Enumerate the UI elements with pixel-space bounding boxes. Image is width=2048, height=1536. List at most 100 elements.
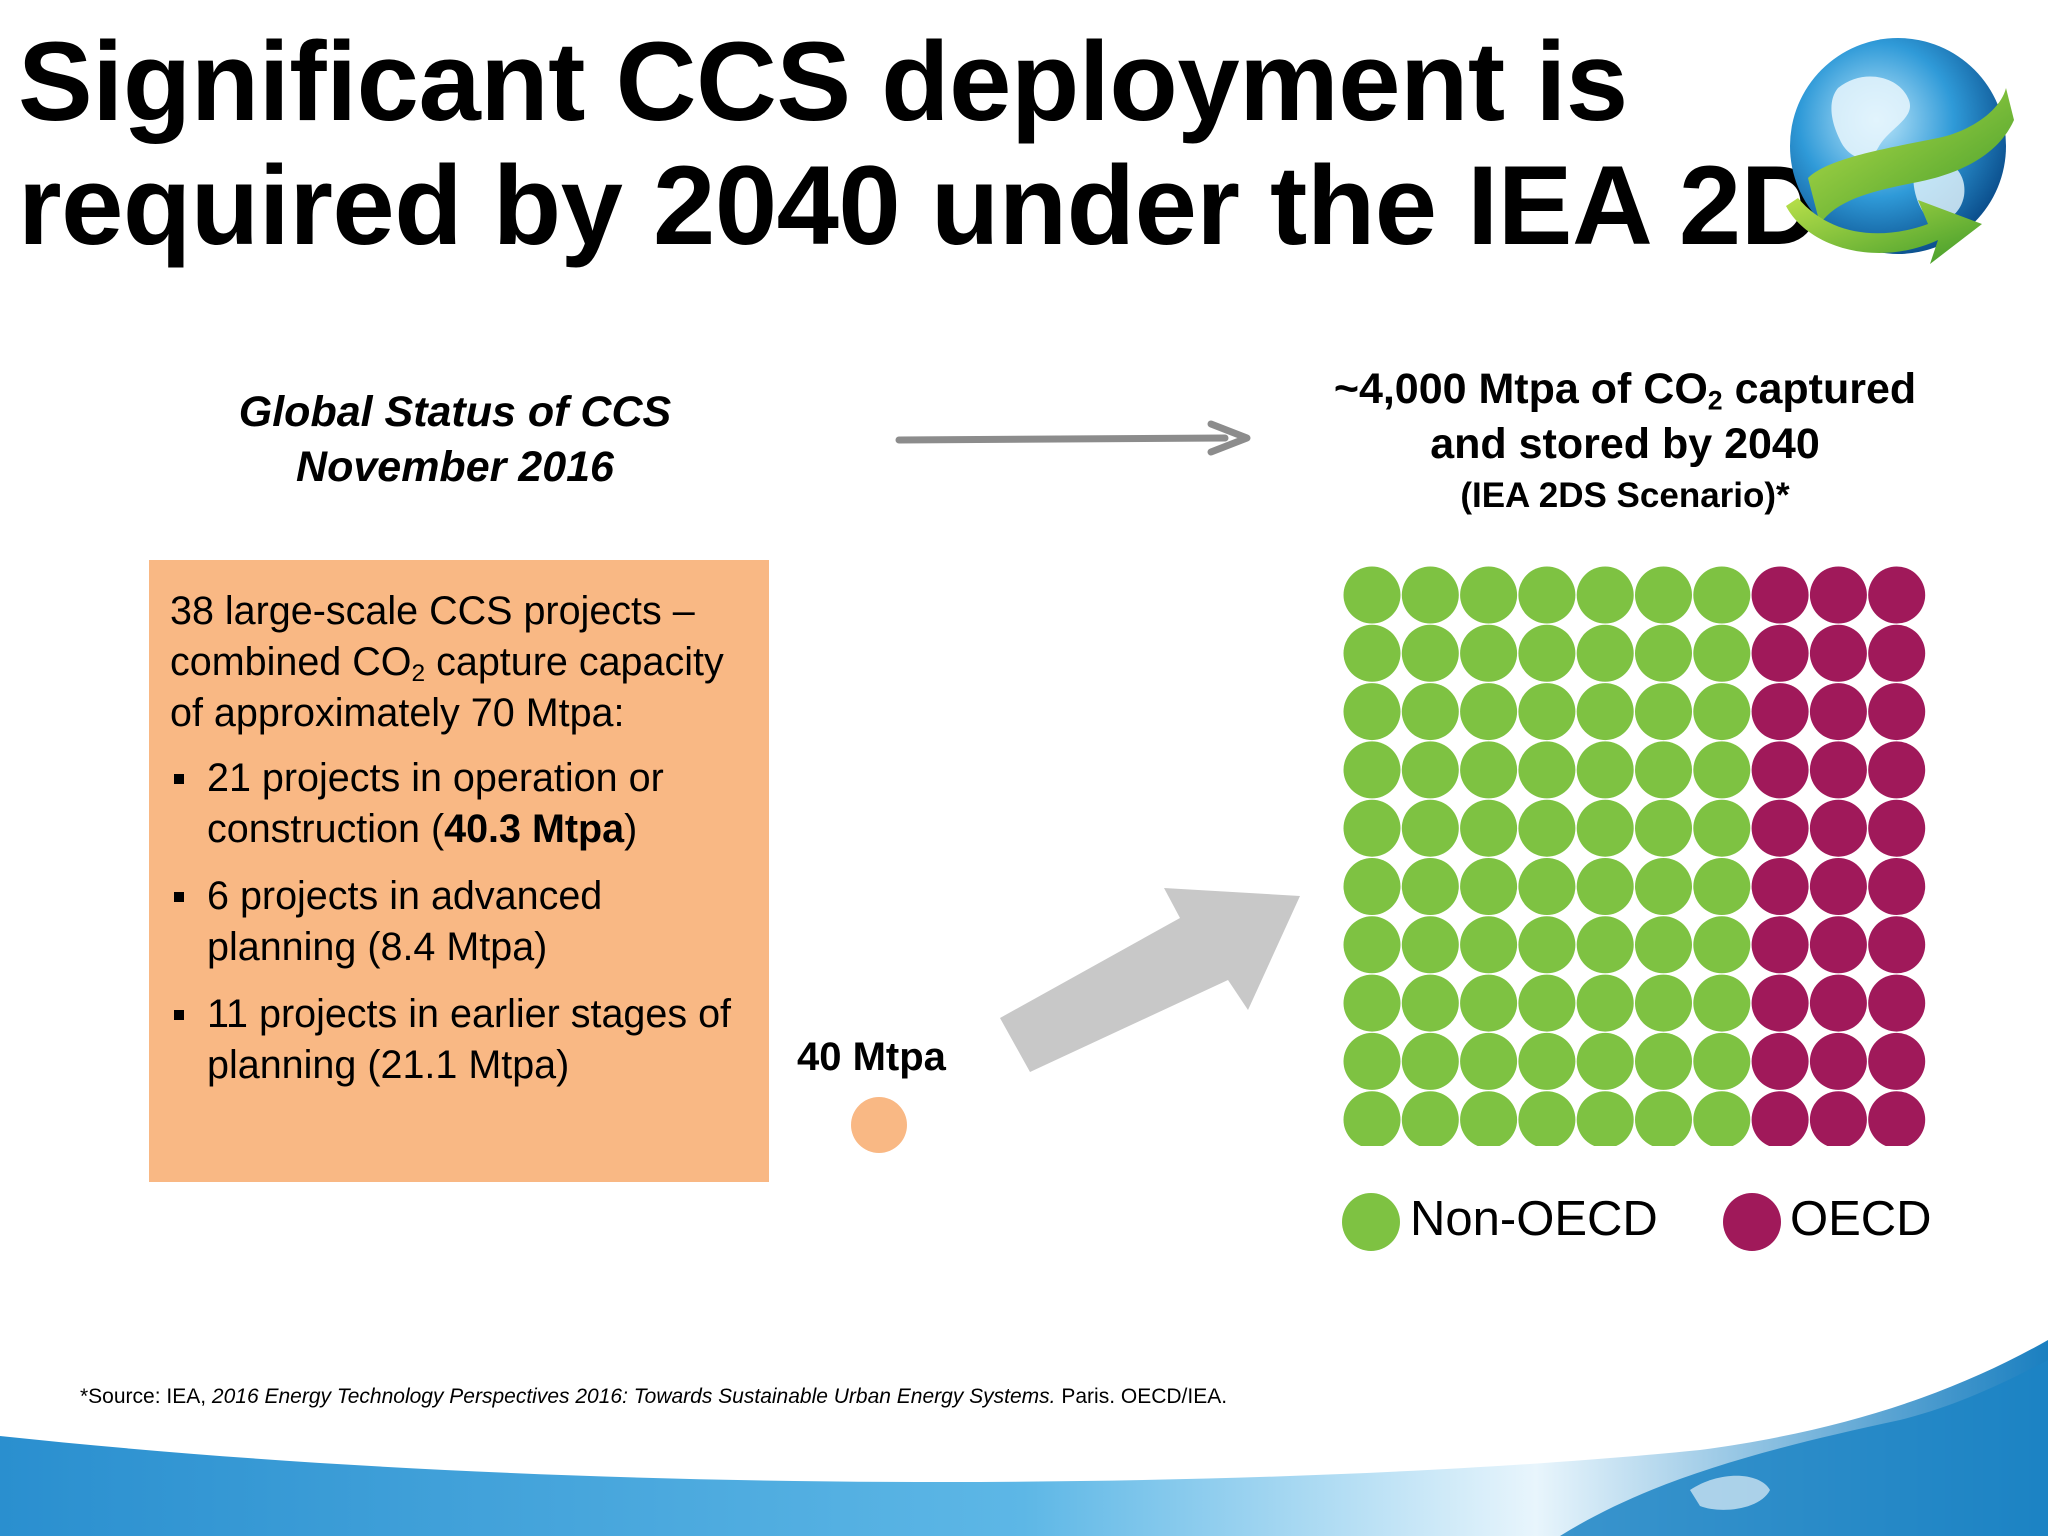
non-oecd-dot <box>1460 683 1518 741</box>
non-oecd-dot <box>1576 916 1634 974</box>
non-oecd-dot <box>1343 974 1401 1032</box>
status-list: 21 projects in operation or construction… <box>170 753 749 1091</box>
non-oecd-dot <box>1460 741 1518 799</box>
non-oecd-dot <box>1401 1032 1459 1090</box>
non-oecd-dot <box>1693 624 1751 682</box>
non-oecd-dot <box>1460 1091 1518 1146</box>
legend-non-oecd-dot <box>1342 1193 1400 1251</box>
oecd-dot <box>1809 683 1867 741</box>
oecd-dot <box>1868 1091 1926 1146</box>
oecd-dot <box>1809 858 1867 915</box>
non-oecd-dot <box>1343 566 1401 624</box>
page-title-line-1: Significant CCS deployment is <box>18 19 1628 144</box>
oecd-dot <box>1751 916 1809 974</box>
non-oecd-dot <box>1635 799 1692 857</box>
oecd-dot <box>1751 858 1809 915</box>
oecd-dot <box>1751 741 1809 799</box>
non-oecd-dot <box>1635 1091 1692 1146</box>
global-status-heading: Global Status of CCS November 2016 <box>190 385 720 495</box>
oecd-dot <box>1868 1032 1926 1090</box>
non-oecd-dot <box>1635 974 1692 1032</box>
growth-arrow-icon <box>1000 888 1300 1072</box>
oecd-dot <box>1868 858 1926 915</box>
oecd-dot <box>1868 916 1926 974</box>
non-oecd-dot <box>1401 566 1459 624</box>
decorative-bottom-band <box>0 1340 2048 1536</box>
status-item-operation: 21 projects in operation or construction… <box>170 753 749 855</box>
non-oecd-dot <box>1518 566 1576 624</box>
page-title-line-2: required by 2040 under the IEA 2DS <box>18 143 1896 268</box>
non-oecd-dot <box>1401 741 1459 799</box>
non-oecd-dot <box>1693 1032 1751 1090</box>
non-oecd-dot <box>1343 741 1401 799</box>
non-oecd-dot <box>1693 858 1751 915</box>
oecd-dot <box>1868 741 1926 799</box>
non-oecd-dot <box>1576 799 1634 857</box>
non-oecd-dot <box>1460 916 1518 974</box>
non-oecd-dot <box>1401 799 1459 857</box>
source-note: *Source: IEA, 2016 Energy Technology Per… <box>80 1385 1228 1408</box>
non-oecd-dot <box>1635 916 1692 974</box>
non-oecd-dot <box>1343 624 1401 682</box>
oecd-dot <box>1868 624 1926 682</box>
oecd-dot <box>1751 974 1809 1032</box>
non-oecd-dot <box>1693 974 1751 1032</box>
non-oecd-dot <box>1518 858 1576 915</box>
non-oecd-dot <box>1576 1091 1634 1146</box>
oecd-dot <box>1809 974 1867 1032</box>
legend-oecd-dot <box>1723 1193 1781 1251</box>
oecd-dot <box>1751 566 1809 624</box>
scenario-heading-line-3: (IEA 2DS Scenario)* <box>1460 476 1790 515</box>
scenario-heading-line-1: ~4,000 Mtpa of CO2 captured <box>1333 365 1917 416</box>
non-oecd-dot <box>1518 916 1576 974</box>
status-item-early-planning: 11 projects in earlier stages of plannin… <box>170 989 749 1091</box>
non-oecd-dot <box>1518 974 1576 1032</box>
globe-logo-icon <box>1786 38 2014 264</box>
global-status-heading-line-1: Global Status of CCS <box>238 388 672 436</box>
oecd-dot <box>1751 1032 1809 1090</box>
oecd-dot <box>1809 741 1867 799</box>
non-oecd-dot <box>1460 1032 1518 1090</box>
non-oecd-dot <box>1460 799 1518 857</box>
oecd-dot <box>1809 624 1867 682</box>
non-oecd-dot <box>1460 566 1518 624</box>
non-oecd-dot <box>1576 741 1634 799</box>
oecd-dot <box>1751 1091 1809 1146</box>
non-oecd-dot <box>1518 799 1576 857</box>
global-status-heading-line-2: November 2016 <box>296 443 614 491</box>
non-oecd-dot <box>1576 974 1634 1032</box>
non-oecd-dot <box>1518 624 1576 682</box>
right-arrow-icon <box>895 420 1251 456</box>
non-oecd-dot <box>1576 1032 1634 1090</box>
waffle-dot-grid <box>1343 566 1926 1146</box>
non-oecd-dot <box>1343 1032 1401 1090</box>
non-oecd-dot <box>1693 566 1751 624</box>
non-oecd-dot <box>1460 974 1518 1032</box>
oecd-dot <box>1809 566 1867 624</box>
non-oecd-dot <box>1635 566 1692 624</box>
oecd-dot <box>1751 799 1809 857</box>
non-oecd-dot <box>1401 1091 1459 1146</box>
non-oecd-dot <box>1460 624 1518 682</box>
ccs-status-box: 38 large-scale CCS projects – combined C… <box>149 560 769 1182</box>
non-oecd-dot <box>1343 799 1401 857</box>
non-oecd-dot <box>1576 624 1634 682</box>
oecd-dot <box>1868 799 1926 857</box>
non-oecd-dot <box>1635 624 1692 682</box>
non-oecd-dot <box>1518 1091 1576 1146</box>
non-oecd-dot <box>1518 683 1576 741</box>
oecd-dot <box>1809 1032 1867 1090</box>
non-oecd-dot <box>1343 683 1401 741</box>
non-oecd-dot <box>1576 566 1634 624</box>
oecd-dot <box>1809 1091 1867 1146</box>
non-oecd-dot <box>1693 1091 1751 1146</box>
non-oecd-dot <box>1693 916 1751 974</box>
oecd-dot <box>1809 799 1867 857</box>
non-oecd-dot <box>1635 858 1692 915</box>
oecd-dot <box>1868 566 1926 624</box>
legend-oecd-label: OECD <box>1790 1192 1932 1246</box>
non-oecd-dot <box>1576 683 1634 741</box>
oecd-dot <box>1809 916 1867 974</box>
non-oecd-dot <box>1518 741 1576 799</box>
non-oecd-dot <box>1635 741 1692 799</box>
